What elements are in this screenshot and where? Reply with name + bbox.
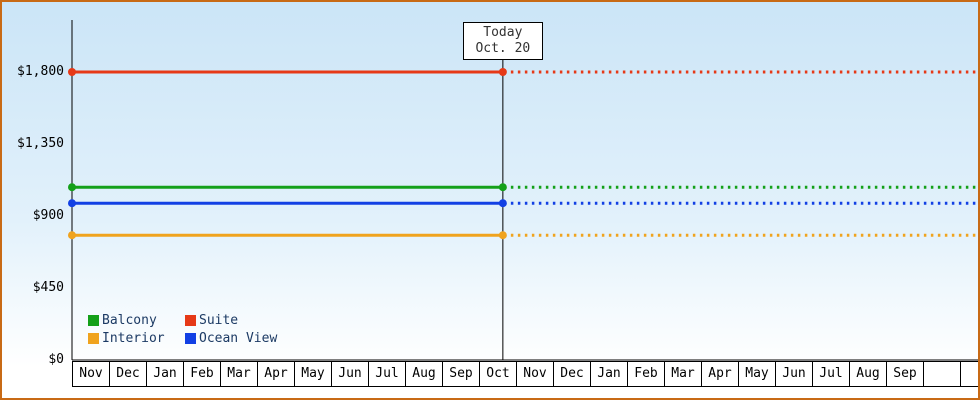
legend-label-interior: Interior [102,331,165,346]
month-label: Jul [812,361,850,387]
month-label: Dec [553,361,591,387]
month-label: Feb [627,361,665,387]
month-label: Nov [72,361,110,387]
legend-label-balcony: Balcony [102,313,157,328]
legend-label-ocean-view: Ocean View [199,331,278,346]
month-label: Oct [479,361,517,387]
y-tick-label: $1,350 [17,136,64,151]
month-label: Dec [109,361,147,387]
month-label: Apr [701,361,739,387]
suite-color-swatch [185,315,196,326]
y-tick-label: $450 [32,280,64,295]
ocean-view-color-swatch [185,333,196,344]
month-label: Aug [405,361,443,387]
legend-item-balcony: Balcony [88,313,185,328]
legend: Balcony Suite Interior Ocean View [88,313,277,346]
month-label: Jun [775,361,813,387]
today-label-line1: Today [483,25,523,40]
legend-label-suite: Suite [199,313,239,328]
y-tick-label: $1,800 [17,64,64,79]
y-tick-label: $0 [48,352,64,367]
month-label: Jan [590,361,628,387]
y-tick-label: $900 [32,208,64,223]
month-label: Mar [664,361,702,387]
month-label: Sep [442,361,480,387]
month-label: Feb [183,361,221,387]
today-marker-label: Today Oct. 20 [462,22,543,60]
month-label: May [294,361,332,387]
month-label: Jun [331,361,369,387]
month-box-empty [923,361,961,387]
month-box-empty [960,361,978,387]
month-label: Jan [146,361,184,387]
month-label: Apr [257,361,295,387]
legend-item-suite: Suite [185,313,277,328]
legend-item-ocean-view: Ocean View [185,331,277,346]
month-label: Mar [220,361,258,387]
balcony-color-swatch [88,315,99,326]
interior-color-swatch [88,333,99,344]
legend-item-interior: Interior [88,331,185,346]
month-label: Sep [886,361,924,387]
month-label: Jul [368,361,406,387]
today-label-line2: Oct. 20 [475,41,531,56]
month-label: May [738,361,776,387]
month-label: Aug [849,361,887,387]
month-label: Nov [516,361,554,387]
